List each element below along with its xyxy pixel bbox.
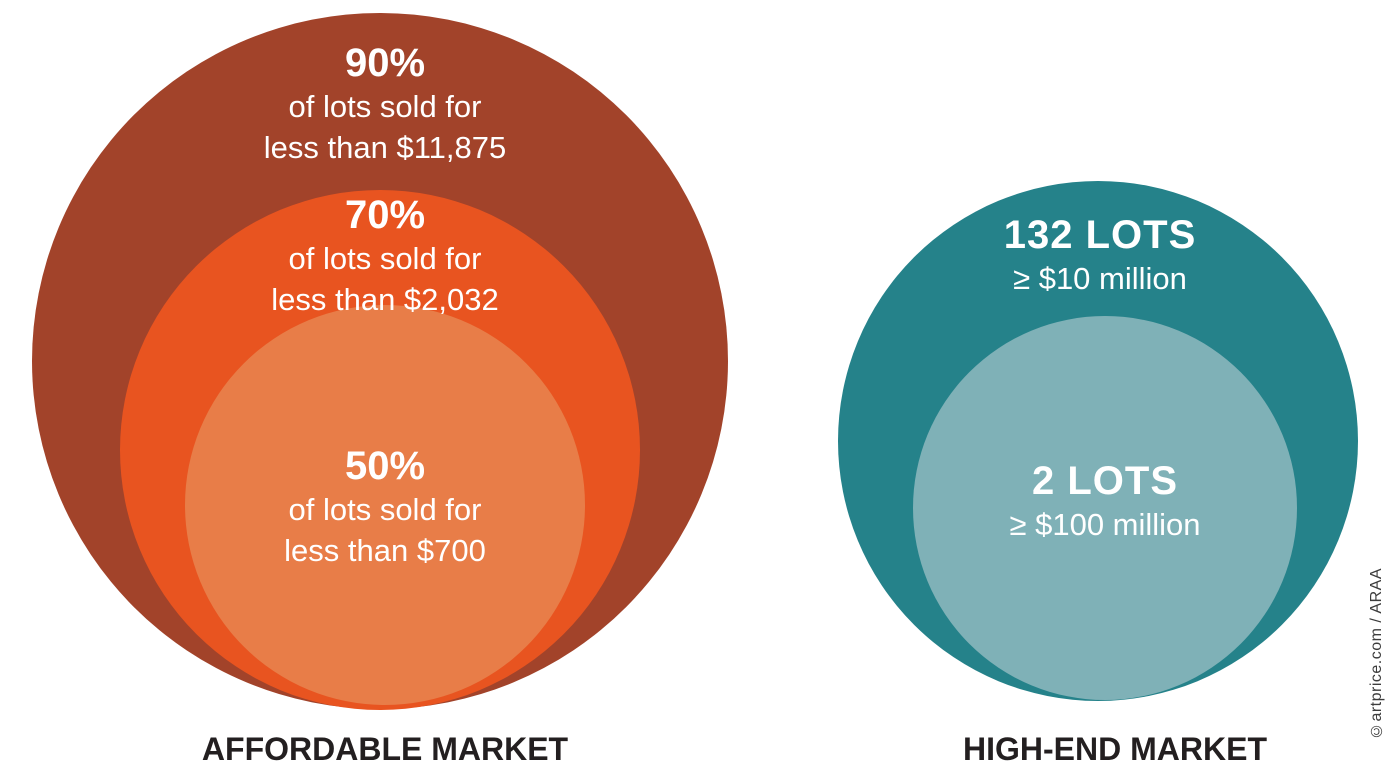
affordable-market-label: AFFORDABLE MARKET (201, 731, 569, 767)
ring-headline: 2 LOTS (1031, 459, 1179, 503)
ring-line1: of lots sold for (288, 241, 482, 276)
circle-2-lots (913, 316, 1297, 700)
ring-line2: less than $11,875 (263, 130, 507, 165)
ring-line2: less than $700 (284, 533, 486, 568)
ring-headline: 70% (344, 193, 426, 237)
ring-text-90-percent: 90% of lots sold for less than $11,875 (190, 40, 580, 168)
high-end-market-label: HIGH-END MARKET (963, 731, 1267, 767)
ring-text-132-lots: 132 LOTS ≥ $10 million (905, 212, 1295, 299)
ring-text-70-percent: 70% of lots sold for less than $2,032 (190, 192, 580, 320)
ring-line1: of lots sold for (288, 492, 482, 527)
ring-text-2-lots: 2 LOTS ≥ $100 million (910, 458, 1300, 545)
ring-line1: of lots sold for (288, 89, 482, 124)
ring-text-50-percent: 50% of lots sold for less than $700 (190, 443, 580, 571)
ring-line2: less than $2,032 (271, 282, 499, 317)
ring-line1: ≥ $10 million (1013, 261, 1187, 296)
ring-headline: 90% (344, 41, 426, 85)
ring-headline: 50% (344, 444, 426, 488)
ring-headline: 132 LOTS (1003, 213, 1197, 257)
ring-line1: ≥ $100 million (1009, 507, 1201, 542)
copyright-credit: ©artprice.com / ARAA (1368, 567, 1385, 739)
circle-50-percent (185, 305, 585, 705)
